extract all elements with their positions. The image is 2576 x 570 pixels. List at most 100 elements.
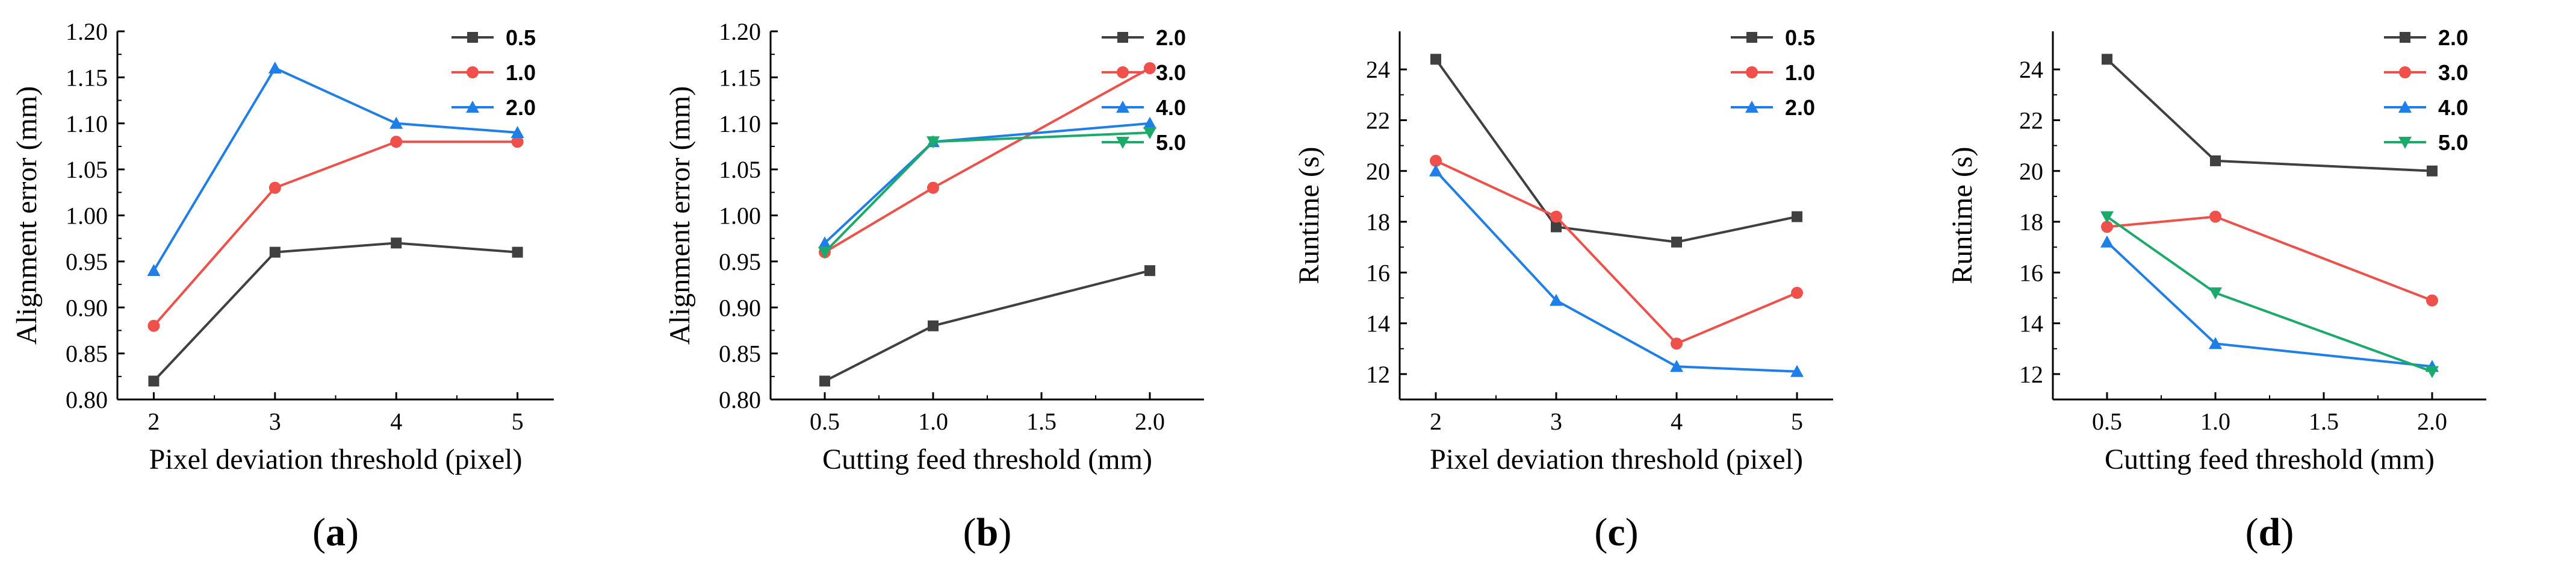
- legend-marker: [1116, 137, 1129, 149]
- y-tick-label: 1.10: [66, 110, 108, 137]
- series-line: [824, 67, 1150, 254]
- y-tick-label: 1.10: [719, 110, 761, 137]
- data-point: [2427, 165, 2438, 177]
- data-point: [2102, 54, 2112, 65]
- data-point: [1671, 236, 1682, 248]
- y-tick-label: 0.90: [66, 294, 108, 321]
- y-tick-label: 1.20: [66, 18, 108, 45]
- legend-marker: [466, 101, 479, 113]
- data-point: [1670, 360, 1683, 372]
- legend-label: 0.5: [506, 25, 536, 50]
- legend-label: 2.0: [1156, 25, 1186, 50]
- x-axis-label: Cutting feed threshold (mm): [822, 443, 1152, 475]
- data-point: [147, 319, 160, 332]
- y-axis-label: Alignment error (mm): [11, 86, 43, 345]
- data-point: [147, 264, 161, 277]
- series-line: [152, 242, 518, 382]
- panel-label-letter: b: [976, 510, 999, 554]
- panel-label-close: ): [346, 510, 359, 554]
- data-point: [2100, 211, 2114, 224]
- series-line: [824, 122, 1150, 244]
- panel-label: (b): [963, 510, 1012, 554]
- legend: 2.0 3.0 4.0 5.0: [1102, 25, 1186, 155]
- data-point: [269, 246, 281, 258]
- data-point: [148, 375, 160, 387]
- series-0.5: [1430, 54, 1802, 248]
- y-tick-label: 0.95: [719, 248, 761, 275]
- x-tick-label: 4: [390, 408, 402, 435]
- data-point: [268, 61, 282, 74]
- data-point: [927, 181, 939, 194]
- data-point: [1671, 337, 1683, 350]
- series-1.0: [1430, 154, 1803, 350]
- y-tick-label: 24: [2019, 56, 2043, 83]
- series-line: [1435, 58, 1798, 243]
- data-point: [1143, 116, 1156, 129]
- series-5.0: [818, 127, 1156, 259]
- data-point: [1430, 54, 1441, 65]
- series-line: [1435, 170, 1798, 373]
- y-tick-label: 14: [2019, 310, 2043, 337]
- x-axis-label: Pixel deviation threshold (pixel): [149, 443, 523, 475]
- data-point: [1791, 287, 1803, 299]
- legend-marker: [1117, 32, 1128, 43]
- legend-label: 5.0: [2438, 130, 2468, 155]
- panel-label-close: ): [2280, 510, 2294, 554]
- data-point: [511, 126, 524, 139]
- x-tick-label: 3: [269, 408, 281, 435]
- data-point: [819, 375, 830, 387]
- data-point: [1144, 265, 1155, 277]
- series-3.0: [819, 62, 1156, 258]
- x-tick-label: 0.5: [810, 408, 840, 435]
- chart-panel-b: 0.80 0.85 0.90 0.95 1.00 1.05 1.10 1.15 1.20 0.5 1…: [664, 18, 1204, 554]
- legend-label: 1.0: [1785, 60, 1815, 85]
- legend-label: 3.0: [1156, 60, 1186, 85]
- legend-marker: [467, 32, 478, 43]
- series-4.0: [2100, 235, 2439, 372]
- data-point: [1550, 210, 1562, 223]
- data-point: [2425, 366, 2439, 378]
- data-point: [390, 136, 403, 148]
- y-tick-label: 0.85: [66, 340, 108, 368]
- y-tick-label: 16: [2019, 259, 2043, 286]
- panel-label-open: (: [963, 510, 976, 554]
- data-point: [1551, 221, 1562, 233]
- data-point: [2209, 337, 2222, 349]
- legend-label: 5.0: [1156, 130, 1186, 155]
- y-tick-label: 22: [2019, 107, 2043, 134]
- y-tick-label: 1.15: [66, 64, 108, 91]
- series-3.0: [2101, 210, 2438, 307]
- data-point: [818, 246, 831, 259]
- y-tick-label: 0.95: [66, 248, 108, 275]
- panel-label: (d): [2245, 510, 2294, 554]
- series-line: [2106, 58, 2433, 172]
- chart-panel-c: 12 14 16 18 20 22 24 2 3 4 5 Pixel deviation thresh…: [1293, 25, 1833, 554]
- x-axis-label: Cutting feed threshold (mm): [2105, 443, 2435, 475]
- legend-marker: [1746, 32, 1757, 43]
- x-tick-label: 2.0: [1135, 408, 1165, 435]
- data-point: [390, 116, 403, 129]
- y-tick-label: 1.00: [719, 202, 761, 230]
- y-tick-label: 1.05: [719, 156, 761, 183]
- y-axis-label: Runtime (s): [1946, 147, 1978, 284]
- x-tick-label: 3: [1550, 408, 1562, 435]
- legend-label: 2.0: [2438, 25, 2468, 50]
- data-point: [2209, 210, 2221, 223]
- y-tick-label: 22: [1366, 107, 1390, 134]
- panel-label-open: (: [312, 510, 326, 554]
- data-point: [1792, 211, 1802, 222]
- series-line: [152, 140, 518, 327]
- data-point: [818, 236, 831, 249]
- panel-label-letter: c: [1607, 510, 1625, 554]
- data-point: [1550, 293, 1563, 306]
- legend-marker: [2398, 101, 2412, 113]
- chart-panel-d: 12 14 16 18 20 22 24 0.5 1.0 1.5 2.0 Cutting feed t…: [1946, 25, 2486, 554]
- data-point: [926, 136, 940, 149]
- series-4.0: [818, 116, 1156, 249]
- y-tick-label: 18: [2019, 208, 2043, 236]
- data-point: [928, 320, 939, 331]
- x-tick-label: 1.0: [918, 408, 948, 435]
- y-tick-label: 20: [1366, 158, 1390, 185]
- series-line: [1435, 160, 1798, 345]
